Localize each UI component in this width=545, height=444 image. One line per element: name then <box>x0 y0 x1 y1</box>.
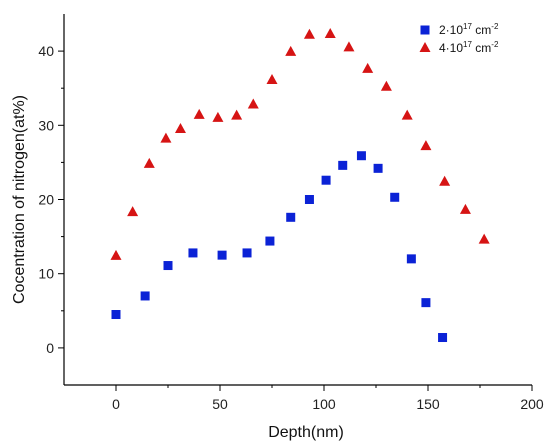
triangle-point <box>143 157 155 168</box>
y-tick-label: 20 <box>38 192 54 208</box>
square-point <box>242 248 252 258</box>
triangle-point <box>459 203 471 214</box>
triangle-point <box>266 74 278 85</box>
triangle-point <box>380 80 392 91</box>
x-tick-label: 0 <box>112 396 120 412</box>
triangle-point <box>343 41 355 52</box>
triangle-point <box>174 123 186 134</box>
series-1 <box>111 151 448 343</box>
triangle-point <box>401 109 413 120</box>
square-point <box>188 248 198 258</box>
square-point <box>286 212 296 222</box>
square-point <box>265 236 275 246</box>
square-point <box>163 261 173 271</box>
square-point <box>438 333 448 343</box>
triangle-point <box>231 109 243 120</box>
square-point <box>111 310 121 320</box>
triangle-point <box>212 111 224 122</box>
square-point <box>356 151 366 161</box>
y-tick-label: 40 <box>38 43 54 59</box>
axes <box>63 14 532 386</box>
series-2 <box>110 28 490 260</box>
square-point <box>421 298 431 308</box>
triangle-point <box>420 140 432 151</box>
square-point <box>406 254 416 264</box>
square-point <box>140 291 150 301</box>
y-tick-label: 0 <box>46 340 54 356</box>
ticks: 0 50 100 150 200 0 10 20 30 40 <box>38 43 543 412</box>
triangle-point <box>160 132 172 143</box>
triangle-point <box>193 108 205 119</box>
triangle-point <box>478 233 490 244</box>
data-marks <box>110 28 490 343</box>
square-point <box>338 160 348 170</box>
triangle-point <box>110 249 122 260</box>
x-tick-label: 150 <box>416 396 440 412</box>
triangle-point <box>324 28 336 39</box>
square-point <box>373 163 383 173</box>
triangle-point <box>247 98 259 109</box>
x-tick-label: 100 <box>312 396 336 412</box>
legend: 2·1017 cm-2 4·1017 cm-2 <box>419 22 499 55</box>
y-tick-label: 30 <box>38 117 54 133</box>
triangle-point <box>362 62 374 73</box>
triangle-point <box>127 206 139 217</box>
x-axis-title: Depth(nm) <box>268 424 344 441</box>
x-tick-label: 200 <box>520 396 544 412</box>
legend-marker-1 <box>420 25 430 35</box>
legend-label-2: 4·1017 cm-2 <box>439 40 499 55</box>
square-point <box>217 250 227 260</box>
y-axis-title: Cocentration of nitrogen(at%) <box>11 95 28 304</box>
triangle-point <box>303 28 315 39</box>
triangle-point <box>439 175 451 186</box>
legend-label-1: 2·1017 cm-2 <box>439 22 499 37</box>
square-point <box>390 192 400 202</box>
y-tick-label: 10 <box>38 266 54 282</box>
x-tick-label: 50 <box>212 396 228 412</box>
legend-marker-2 <box>419 42 431 52</box>
square-point <box>321 175 331 185</box>
triangle-point <box>285 45 297 56</box>
square-point <box>304 195 314 204</box>
